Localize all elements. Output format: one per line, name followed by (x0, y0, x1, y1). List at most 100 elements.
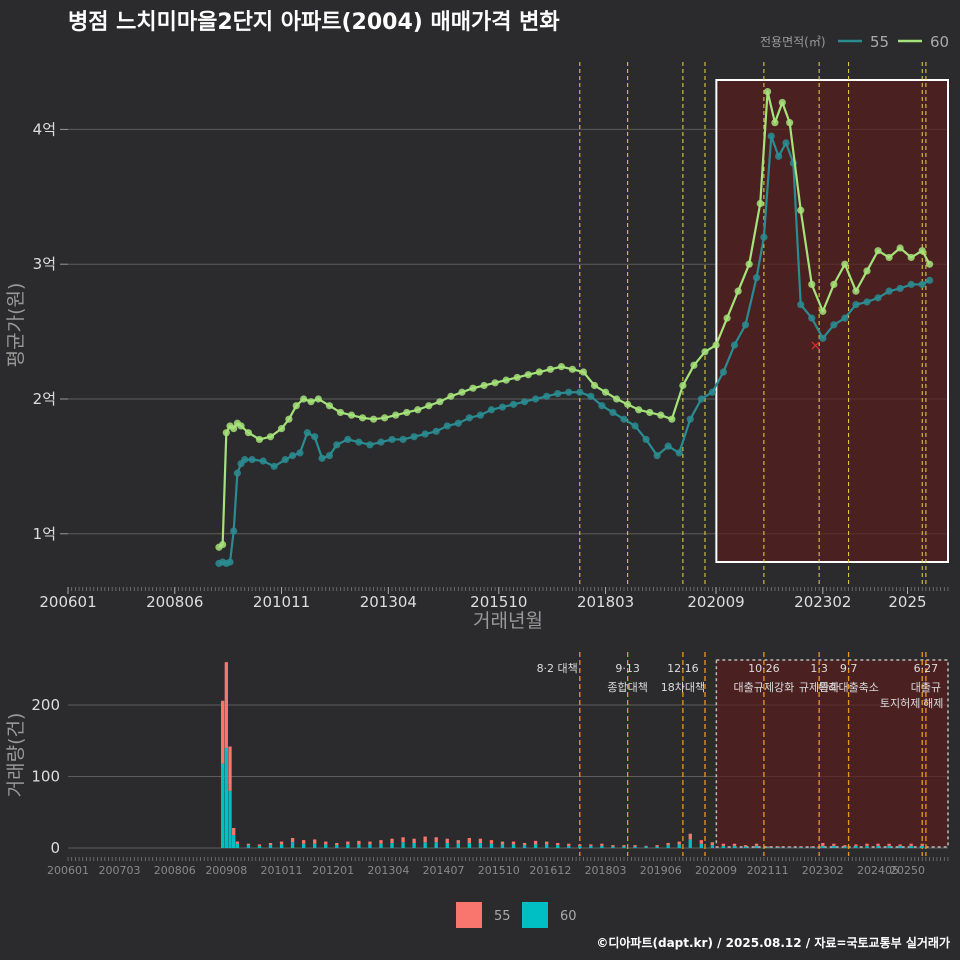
price-y-axis: 1억 2억 3억 4억 (33, 120, 68, 543)
volume-bar-55-57 (821, 842, 825, 846)
policy-label-bottom-1: 종합대책 (607, 681, 647, 694)
volume-bar-60-51 (754, 845, 759, 848)
extra-label-0: 토지허제 (880, 697, 920, 710)
volume-bar-55-42 (655, 845, 659, 847)
price-point-60-32 (502, 376, 510, 384)
price-point-60-68 (885, 253, 893, 262)
price-point-55-30 (465, 414, 473, 422)
price-point-60-51 (712, 341, 720, 349)
price-point-60-37 (557, 363, 565, 371)
volume-bar-60-38 (611, 846, 615, 848)
volume-x-axis: 200601 200703 200806 200908 201011 201201 2013… (47, 857, 949, 877)
volume-bar-55-20 (412, 838, 416, 843)
price-point-60-71 (918, 247, 926, 255)
volume-bar-60-19 (401, 842, 405, 848)
volume-bar-60-53 (776, 847, 781, 848)
volume-bar-55-15 (357, 840, 361, 845)
volume-x-tick-label-2: 200806 (154, 864, 196, 877)
price-point-55-46 (642, 435, 650, 444)
volume-bar-55-66 (920, 843, 924, 846)
price-point-60-29 (469, 384, 477, 392)
price-point-60-50 (701, 348, 709, 356)
price-point-60-10 (277, 425, 286, 433)
price-point-55-44 (620, 415, 628, 423)
price-point-60-67 (874, 247, 882, 255)
volume-bar-55-27 (489, 840, 494, 844)
price-point-60-62 (819, 307, 827, 315)
volume-bar-55-39 (622, 845, 626, 847)
price-point-55-60 (782, 139, 790, 147)
volume-x-tick-label-7: 201407 (423, 864, 465, 877)
price-point-60-25 (425, 402, 433, 410)
volume-x-tick-label-6: 201304 (367, 864, 409, 877)
price-x-tick-label-2: 201011 (253, 593, 310, 611)
price-x-tick-label-4: 201510 (470, 593, 527, 611)
volume-bar-60-22 (434, 842, 438, 848)
price-point-60-33 (513, 373, 521, 382)
volume-bar-55-12 (324, 841, 328, 845)
policy-label-bottom-5: 규제완화 (799, 681, 839, 694)
volume-bar-60-36 (589, 845, 593, 848)
volume-bar-55-65 (909, 843, 913, 846)
price-x-tick-label-1: 200806 (146, 593, 203, 611)
volume-bar-55-5 (246, 843, 251, 846)
volume-bar-55-25 (467, 837, 471, 843)
price-outlier-mark: × (810, 338, 822, 354)
price-series: × (215, 88, 934, 568)
volume-x-tick-label-15: 202405 (857, 864, 899, 877)
volume-bar-55-44 (677, 841, 681, 845)
price-point-60-69 (896, 244, 904, 252)
price-point-55-34 (509, 400, 518, 408)
price-point-60-17 (336, 408, 345, 417)
price-point-55-65 (830, 321, 838, 329)
price-highlight-box (715, 79, 949, 563)
price-x-tick-label-0: 200601 (39, 593, 96, 611)
volume-bar-60-46 (699, 843, 703, 848)
price-point-55-71 (896, 284, 904, 293)
price-point-60-70 (907, 253, 915, 262)
volume-bar-60-21 (423, 842, 427, 848)
volume-bar-60-65 (909, 845, 913, 848)
volume-bar-60-33 (556, 845, 560, 848)
price-point-60-43 (624, 400, 632, 408)
policy-label-bottom-8: 대출규 (911, 681, 941, 694)
price-point-60-13 (300, 395, 308, 403)
price-point-60-21 (381, 414, 389, 422)
price-x-tick-label-7: 202302 (794, 593, 851, 611)
volume-bar-55-45 (688, 833, 692, 840)
price-point-55-55 (741, 321, 750, 329)
volume-bar-60-17 (379, 843, 383, 848)
policy-label-top-5: 1·3 (810, 662, 828, 675)
volume-bar-55-56 (810, 846, 814, 848)
price-point-60-64 (841, 260, 849, 268)
price-point-55-25 (410, 433, 418, 441)
volume-bar-55-53 (776, 846, 781, 848)
price-point-60-11 (285, 415, 293, 423)
price-point-55-50 (686, 415, 694, 423)
price-point-60-7 (244, 429, 253, 437)
volume-bar-55-31 (533, 840, 538, 845)
volume-bar-60-10 (301, 843, 306, 848)
volume-bar-55-35 (578, 844, 582, 846)
price-point-55-27 (432, 427, 440, 435)
volume-bar-55-19 (401, 837, 405, 843)
volume-x-tick-label-9: 201612 (529, 864, 571, 877)
volume-bar-60-27 (489, 843, 494, 848)
price-point-55-4 (230, 527, 238, 535)
price-point-55-14 (303, 429, 311, 437)
legend-title: 전용면적(㎡) (760, 35, 826, 49)
legend-label-55: 55 (870, 33, 889, 51)
volume-bar-55-38 (611, 845, 615, 847)
policy-label-bottom-2: 18차대책 (661, 681, 705, 694)
volume-bar-55-64 (898, 844, 902, 846)
price-point-60-66 (863, 267, 871, 275)
price-point-55-73 (918, 280, 926, 289)
price-point-60-4 (230, 425, 238, 433)
price-point-55-41 (587, 392, 595, 400)
volume-bar-60-14 (346, 844, 350, 848)
price-x-tick-label-3: 201304 (360, 593, 417, 611)
volume-bar-55-48 (721, 843, 726, 846)
volume-bar-60-42 (655, 846, 659, 848)
volume-bar-60-63 (887, 845, 891, 848)
price-point-55-45 (631, 422, 639, 430)
